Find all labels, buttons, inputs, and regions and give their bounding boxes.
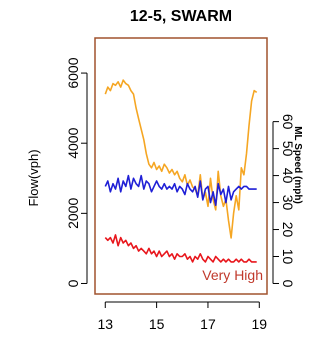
chart-title: 12-5, SWARM [130, 8, 232, 25]
plot-area [104, 79, 258, 263]
y-tick-label: 0 [65, 279, 81, 287]
plot-frame [94, 37, 268, 295]
y-axis-label: Flow(vph) [26, 149, 41, 206]
y-tick-label: 4000 [65, 127, 81, 158]
y2-tick-label: 30 [280, 195, 296, 211]
x-tick-label: 19 [252, 316, 268, 332]
y2-tick-label: 10 [280, 249, 296, 265]
y2-tick-label: 0 [280, 280, 296, 288]
x-tick-label: 15 [149, 316, 165, 332]
x-tick-label: 17 [200, 316, 216, 332]
y2-axis-label: ML Speed (mph) [292, 126, 303, 204]
series-line-2 [104, 174, 257, 206]
axes: 13 15 17 19 0 2000 4000 6000 0 10 20 30 40 50 60 [65, 57, 296, 332]
y2-tick-label: 50 [280, 141, 296, 157]
series-line-1 [104, 79, 258, 239]
y2-tick-label: 20 [280, 222, 296, 238]
series-line-3 [104, 234, 257, 263]
y2-tick-label: 60 [280, 114, 296, 130]
x-tick-label: 13 [97, 316, 113, 332]
annotation-very-high: Very High [202, 267, 263, 283]
y2-tick-label: 40 [280, 168, 296, 184]
y-tick-label: 2000 [65, 198, 81, 229]
y-tick-label: 6000 [65, 57, 81, 88]
